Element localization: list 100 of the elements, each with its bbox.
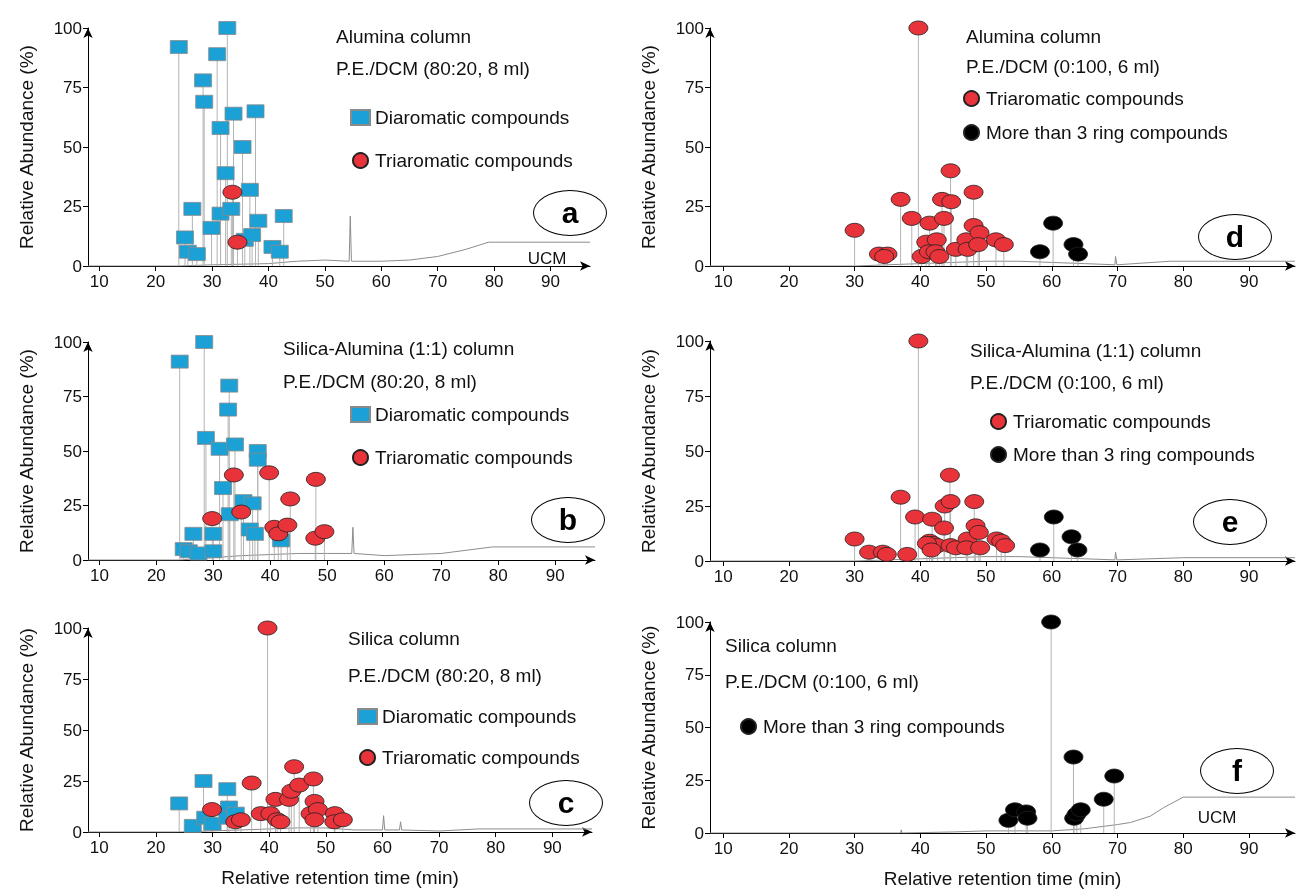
annotation: Alumina column (966, 26, 1102, 47)
x-tick-label: 80 (484, 272, 504, 291)
y-tick-label: 25 (63, 197, 82, 216)
y-tick-label: 75 (63, 387, 82, 406)
oval-frame: c (529, 780, 603, 826)
y-tick-label: 75 (685, 78, 704, 97)
y-tick-label: 25 (685, 496, 704, 516)
y-axis-title: Relative Abundance (%) (16, 349, 37, 553)
y-tick-label: 25 (63, 496, 82, 515)
x-tick-label: 10 (713, 567, 733, 586)
x-tick-label: 20 (146, 838, 166, 857)
y-tick-label: 0 (72, 550, 82, 570)
x-tick-label: 90 (545, 566, 565, 585)
annotation: P.E./DCM (0:100, 6 ml) (725, 671, 919, 692)
oval-frame: a (533, 190, 607, 236)
y-tick-label: 50 (685, 718, 704, 737)
oval-frame: d (1198, 214, 1272, 260)
y-tick-label: 75 (63, 669, 82, 689)
y-axis-title: Relative Abundance (%) (638, 349, 659, 553)
x-tick-label: 50 (317, 566, 337, 585)
x-tick-label: 50 (976, 567, 996, 586)
annotation: P.E./DCM (0:100, 6 ml) (970, 372, 1164, 393)
y-tick-label: 50 (63, 137, 82, 157)
annotation: P.E./DCM (80:20, 8 ml) (336, 58, 530, 79)
annotation: P.E./DCM (80:20, 8 ml) (348, 665, 542, 686)
y-axis-title: Relative Abundance (%) (16, 628, 37, 832)
annotation: UCM (1197, 807, 1237, 827)
x-tick-label: 20 (779, 567, 799, 586)
legend-label: Triaromatic compounds (375, 150, 573, 171)
x-tick-label: 10 (89, 838, 109, 857)
x-tick-label: 60 (374, 566, 394, 585)
x-tick-label: 40 (910, 567, 930, 586)
annotation: f (1232, 754, 1242, 787)
annotation: P.E./DCM (80:20, 8 ml) (283, 371, 477, 392)
annotation: Silica-Alumina (1:1) column (283, 338, 515, 359)
annotation: a (561, 196, 579, 229)
x-tick-label: 90 (541, 272, 560, 291)
y-axis-title: Relative Abundance (%) (638, 45, 659, 249)
legend-label: More than 3 ring compounds (763, 716, 1005, 737)
annotation: c (557, 786, 575, 819)
x-tick-label: 50 (976, 272, 996, 291)
x-tick-label: 20 (146, 272, 166, 291)
x-tick-label: 40 (259, 838, 279, 857)
y-tick-label: 100 (675, 18, 704, 38)
x-tick-label: 50 (976, 839, 996, 858)
x-tick-label: 70 (429, 838, 449, 857)
x-tick-label: 30 (202, 272, 222, 291)
x-tick-label: 20 (779, 839, 799, 858)
x-tick-label: 30 (845, 272, 865, 291)
y-tick-label: 25 (685, 770, 704, 790)
y-tick-label: 50 (685, 441, 704, 461)
x-tick-label: 60 (1042, 272, 1062, 291)
annotation: Alumina column (336, 26, 472, 47)
annotation: Silica column (725, 635, 837, 656)
x-tick-label: 60 (1042, 839, 1062, 858)
y-tick-label: 0 (72, 822, 82, 842)
y-tick-label: 100 (53, 332, 82, 352)
x-tick-label: 70 (431, 566, 451, 585)
x-tick-label: 90 (542, 838, 562, 857)
legend-label: Diaromatic compounds (382, 706, 577, 727)
x-tick-label: 30 (845, 839, 865, 858)
oval-frame: b (531, 497, 605, 543)
y-tick-label: 100 (53, 618, 82, 638)
legend-label: Triaromatic compounds (1013, 411, 1211, 432)
y-tick-label: 50 (63, 441, 82, 461)
y-axis-title: Relative Abundance (%) (638, 625, 659, 830)
x-tick-label: 30 (203, 566, 223, 585)
legend-label: Triaromatic compounds (986, 88, 1184, 109)
x-tick-label: 10 (713, 272, 733, 291)
y-axis-title: Relative Abundance (%) (16, 45, 37, 249)
legend-label: More than 3 ring compounds (986, 122, 1228, 143)
y-tick-label: 75 (63, 78, 82, 97)
y-tick-label: 75 (685, 386, 704, 406)
annotation: e (1221, 505, 1239, 538)
x-tick-label: 40 (910, 272, 930, 291)
x-tick-label: 70 (428, 272, 448, 291)
y-tick-label: 50 (63, 720, 82, 740)
x-tick-label: 10 (713, 839, 733, 858)
x-tick-label: 50 (315, 272, 335, 291)
y-tick-label: 0 (694, 256, 704, 276)
x-tick-label: 40 (260, 566, 280, 585)
x-tick-label: 90 (1239, 272, 1259, 291)
y-tick-label: 0 (72, 256, 82, 276)
x-tick-label: 90 (1239, 567, 1259, 586)
x-tick-label: 80 (488, 566, 508, 585)
x-tick-label: 80 (486, 838, 506, 857)
y-tick-label: 100 (53, 18, 82, 38)
y-tick-label: 75 (685, 665, 704, 685)
x-tick-label: 80 (1173, 567, 1193, 586)
legend-label: Triaromatic compounds (382, 747, 580, 768)
legend-label: Triaromatic compounds (375, 447, 573, 468)
x-tick-label: 70 (1108, 272, 1127, 291)
oval-frame: f (1200, 748, 1274, 794)
x-tick-label: 20 (146, 566, 166, 585)
oval-frame: e (1193, 499, 1267, 545)
legend-label: Diaromatic compounds (375, 404, 570, 425)
annotation: Silica-Alumina (1:1) column (970, 340, 1202, 361)
x-tick-label: 70 (1108, 567, 1127, 586)
x-tick-label: 40 (910, 839, 930, 858)
x-tick-label: 60 (371, 272, 391, 291)
